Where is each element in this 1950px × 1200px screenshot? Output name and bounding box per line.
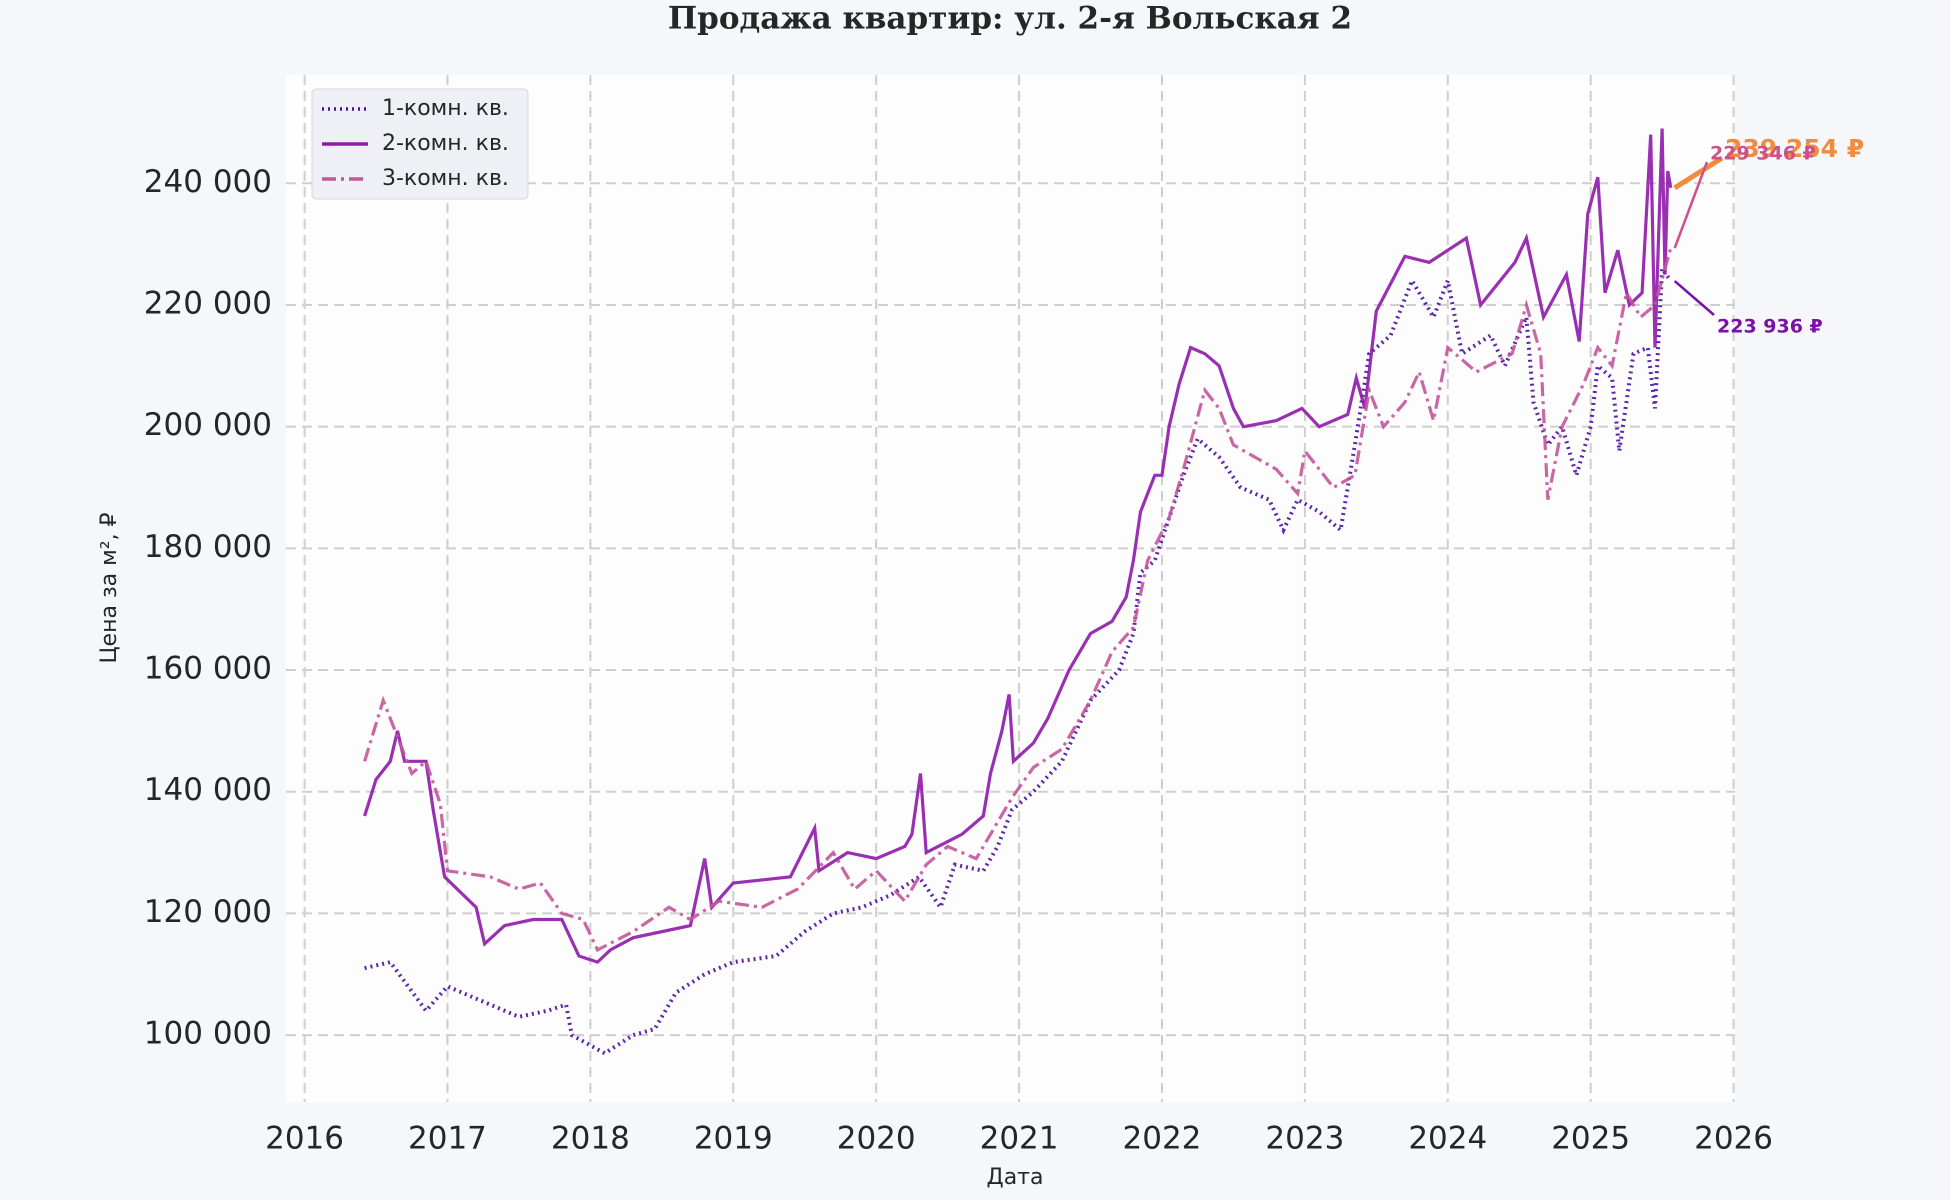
y-tick-label: 160 000 [144,651,272,687]
annotation-arrow [1673,280,1715,316]
chart-title: Продажа квартир: ул. 2-я Вольская 2 [668,1,1352,37]
x-tick-label: 2022 [1123,1121,1202,1157]
annotation-arrow [1673,155,1724,190]
x-tick-label: 2016 [265,1121,344,1157]
x-tick-label: 2024 [1408,1121,1487,1157]
x-tick-label: 2023 [1265,1121,1344,1157]
x-tick-label: 2026 [1694,1121,1773,1157]
line [363,247,1673,953]
x-tick-label: 2025 [1551,1121,1630,1157]
y-tick-label: 140 000 [144,772,272,808]
annotation-label: 239 254 ₽ [1725,134,1864,163]
annotation-label: 229 346 ₽ [1710,143,1816,165]
y-tick-label: 240 000 [144,164,272,200]
x-axis-label: Дата [987,1165,1044,1190]
legend: 1-комн. кв. 2-комн. кв. 3-комн. кв. [311,88,529,200]
line [364,262,1673,1056]
x-tick-label: 2017 [408,1121,487,1157]
line [363,128,1673,964]
y-tick-label: 200 000 [144,407,272,443]
legend-box [311,88,529,200]
x-tick-label: 2020 [837,1121,916,1157]
legend-label: 1-комн. кв. [382,96,509,121]
x-tick-label: 2021 [980,1121,1059,1157]
annotation-arrow [1673,161,1709,249]
y-tick-label: 220 000 [144,285,272,321]
annotation-label: 223 936 ₽ [1717,316,1823,338]
y-tick-label: 120 000 [144,894,272,930]
legend-label: 3-комн. кв. [382,166,509,191]
y-tick-label: 180 000 [144,529,272,565]
y-tick-label: 100 000 [144,1016,272,1052]
legend-label: 2-комн. кв. [382,131,509,156]
y-axis-label: Цена за м², ₽ [97,512,122,663]
x-tick-label: 2018 [551,1121,630,1157]
plot-area [286,75,1735,1102]
x-tick-label: 2019 [694,1121,773,1157]
